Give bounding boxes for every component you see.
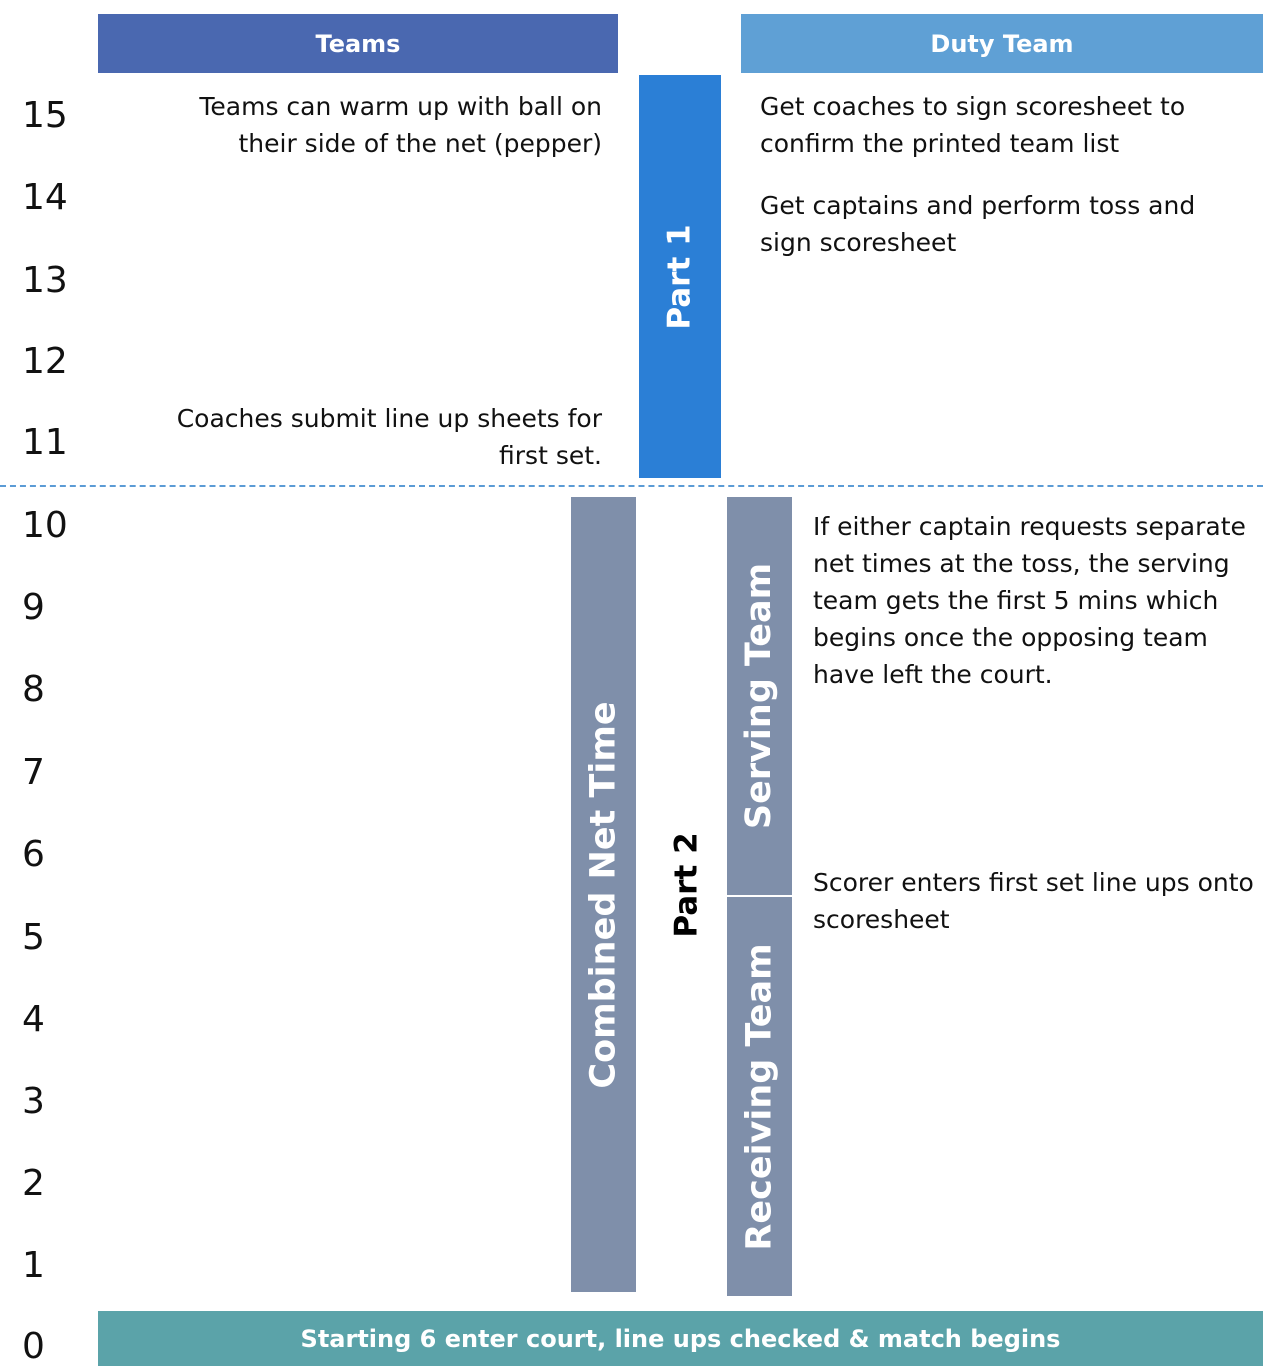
minute-label: 7 — [22, 752, 45, 793]
teams-note-line-up-sheets: Coaches submit line up sheets for first … — [176, 404, 602, 470]
receiving-team-label: Receiving Team — [739, 942, 780, 1251]
teams-header: Teams — [98, 14, 618, 73]
part-1-bar: Part 1 — [639, 75, 721, 478]
minute-label: 8 — [22, 669, 45, 710]
match-start-label: Starting 6 enter court, line ups checked… — [300, 1324, 1061, 1353]
duty-note-coaches-sign: Get coaches to sign scoresheet to confir… — [760, 92, 1186, 158]
duty-note-separate-net-times: If either captain requests separate net … — [813, 512, 1246, 689]
minute-label: 4 — [22, 999, 45, 1040]
part-1-label: Part 1 — [662, 223, 698, 330]
teams-header-label: Teams — [315, 29, 401, 58]
minute-label: 15 — [22, 95, 68, 136]
minute-label: 0 — [22, 1326, 45, 1367]
part-2-label-container: Part 2 — [654, 770, 720, 1000]
minute-label: 2 — [22, 1163, 45, 1204]
combined-net-time-bar: Combined Net Time — [571, 497, 636, 1292]
teams-note-warm-up: Teams can warm up with ball on their sid… — [199, 92, 602, 158]
match-start-banner: Starting 6 enter court, line ups checked… — [98, 1311, 1263, 1366]
minute-label: 12 — [22, 341, 68, 382]
minute-label: 13 — [22, 260, 68, 301]
minute-label: 10 — [22, 505, 68, 546]
combined-net-time-label: Combined Net Time — [583, 700, 624, 1089]
minute-label: 1 — [22, 1245, 45, 1286]
minute-label: 6 — [22, 834, 45, 875]
duty-note-captains-toss: Get captains and perform toss and sign s… — [760, 191, 1196, 257]
serving-team-label: Serving Team — [739, 562, 780, 830]
part-divider-line — [0, 485, 1263, 487]
minute-label: 3 — [22, 1081, 45, 1122]
minute-label: 9 — [22, 587, 45, 628]
duty-team-header-label: Duty Team — [930, 29, 1074, 58]
duty-team-header: Duty Team — [741, 14, 1263, 73]
minute-label: 11 — [22, 422, 68, 463]
minute-label: 14 — [22, 177, 68, 218]
receiving-team-bar: Receiving Team — [727, 897, 792, 1296]
minute-label: 5 — [22, 917, 45, 958]
part-2-label: Part 2 — [669, 832, 705, 938]
serving-team-bar: Serving Team — [727, 497, 792, 895]
duty-note-scorer-line-ups: Scorer enters first set line ups onto sc… — [813, 868, 1254, 934]
